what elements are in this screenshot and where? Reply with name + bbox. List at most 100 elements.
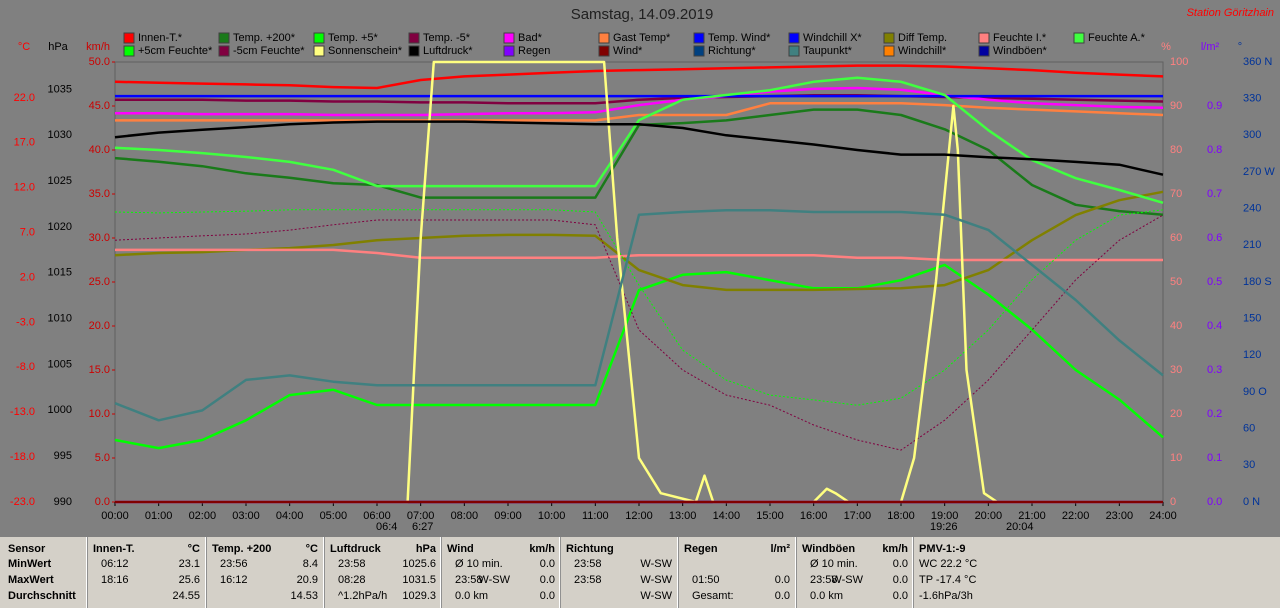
group-unit: km/h: [882, 543, 908, 555]
y-tick-label: 80: [1170, 144, 1182, 156]
legend-swatch: [123, 45, 135, 57]
x-tick-label: 20:00: [975, 510, 1003, 522]
cell: 1031.5: [402, 574, 436, 586]
cell: W-SW: [478, 574, 510, 586]
cell: ^1.2hPa/h: [338, 590, 388, 602]
y-tick-label: 0.2: [1207, 408, 1222, 420]
y-tick-label: 0 N: [1243, 496, 1260, 508]
y-tick-label: 0.4: [1207, 320, 1222, 332]
y-tick-label: 40.0: [89, 144, 110, 156]
legend-label: Windböen*: [993, 45, 1048, 57]
cell: 0.0: [892, 558, 908, 570]
separator: [795, 537, 797, 608]
y-tick-label: 1030: [48, 129, 72, 141]
y-tick-label: 25.0: [89, 276, 110, 288]
cell: W-SW: [640, 590, 672, 602]
cell: 25.6: [178, 574, 200, 586]
x-tick-label: 19:00: [931, 510, 959, 522]
x-tick-label: 15:00: [756, 510, 784, 522]
cell: TP -17.4 °C: [919, 574, 977, 586]
x-tick-label: 14:00: [713, 510, 741, 522]
legend-label: Temp. Wind*: [708, 32, 771, 44]
series-line: [114, 64, 1164, 90]
legend-swatch: [503, 32, 515, 44]
y-tick-label: 15.0: [89, 364, 110, 376]
cell: 0.0: [774, 574, 790, 586]
x-tick-label: 21:00: [1018, 510, 1046, 522]
legend-label: Taupunkt*: [803, 45, 853, 57]
y-tick-label: 0.8: [1207, 144, 1222, 156]
y-tick-label: 150: [1243, 313, 1261, 325]
x-tick-label: 07:00: [407, 510, 435, 522]
x-tick-label: 10:00: [538, 510, 566, 522]
x-tick-label: 03:00: [232, 510, 260, 522]
series-line: [115, 93, 1164, 105]
cell: 23:58: [574, 574, 602, 586]
y-tick-label: 30: [1243, 459, 1255, 471]
legend-label: Windchill*: [898, 45, 947, 57]
legend-swatch: [598, 45, 610, 57]
x-tick-label: 01:00: [145, 510, 173, 522]
axis-unit: °C: [18, 41, 30, 53]
chart: Samstag, 14.09.2019 Station Göritzhain k…: [10, 6, 1275, 533]
cell: 08:28: [338, 574, 366, 586]
y-tick-label: 300: [1243, 129, 1261, 141]
legend-swatch: [598, 32, 610, 44]
legend-swatch: [693, 32, 705, 44]
y-tick-label: -13.0: [10, 406, 35, 418]
x-tick-label: 08:00: [451, 510, 479, 522]
cell: 0.0: [539, 574, 555, 586]
legend-label: Temp. -5*: [423, 32, 471, 44]
legend-label: Bad*: [518, 32, 543, 44]
x-tick-label: 17:00: [844, 510, 872, 522]
y-tick-label: 45.0: [89, 100, 110, 112]
y-tick-label: 0.0: [95, 496, 110, 508]
y-tick-label: 0.7: [1207, 188, 1222, 200]
group-title: Windböen: [802, 543, 856, 555]
x-tick-label: 22:00: [1062, 510, 1090, 522]
y-tick-label: 30.0: [89, 232, 110, 244]
y-tick-label: 180 S: [1243, 276, 1272, 288]
y-tick-label: 360 N: [1243, 56, 1272, 68]
separator: [323, 537, 325, 608]
sun-time: 06:4: [376, 521, 397, 533]
y-tick-label: 60: [1243, 423, 1255, 435]
y-tick-label: 1025: [48, 175, 72, 187]
group-title: Luftdruck: [330, 543, 381, 555]
y-tick-label: 100: [1170, 56, 1188, 68]
x-tick-label: 12:00: [625, 510, 653, 522]
y-tick-label: 1000: [48, 404, 72, 416]
y-tick-label: 60: [1170, 232, 1182, 244]
group-unit: °C: [305, 543, 318, 555]
cell: 23:58: [455, 574, 483, 586]
y-tick-label: 990: [54, 496, 72, 508]
sun-time: 20:04: [1006, 521, 1034, 533]
legend-swatch: [978, 32, 990, 44]
cell: 23.1: [178, 558, 200, 570]
series-line: [114, 76, 1164, 204]
y-tick-label: 50.0: [89, 56, 110, 68]
y-tick-label: 40: [1170, 320, 1182, 332]
y-tick-label: 0.5: [1207, 276, 1222, 288]
x-tick-label: 24:00: [1149, 510, 1177, 522]
x-tick-label: 09:00: [494, 510, 522, 522]
series-line: [115, 248, 1163, 262]
legend-swatch: [883, 45, 895, 57]
row-label: MaxWert: [8, 574, 54, 586]
legend-label: Feuchte I.*: [993, 32, 1047, 44]
cell: 0.0 km: [455, 590, 489, 602]
legend-swatch: [218, 45, 230, 57]
y-tick-label: 0.1: [1207, 452, 1222, 464]
y-tick-label: 17.0: [14, 137, 35, 149]
y-tick-label: 120: [1243, 349, 1261, 361]
group-unit: l/m²: [770, 543, 790, 555]
y-tick-label: 0: [1170, 496, 1176, 508]
y-tick-label: 7.0: [20, 227, 35, 239]
legend-swatch: [123, 32, 135, 44]
cell: W-SW: [640, 574, 672, 586]
legend-label: Innen-T.*: [138, 32, 183, 44]
y-tick-label: 330: [1243, 93, 1261, 105]
y-tick-label: 240: [1243, 203, 1261, 215]
y-tick-label: -23.0: [10, 496, 35, 508]
y-tick-label: 50: [1170, 276, 1182, 288]
